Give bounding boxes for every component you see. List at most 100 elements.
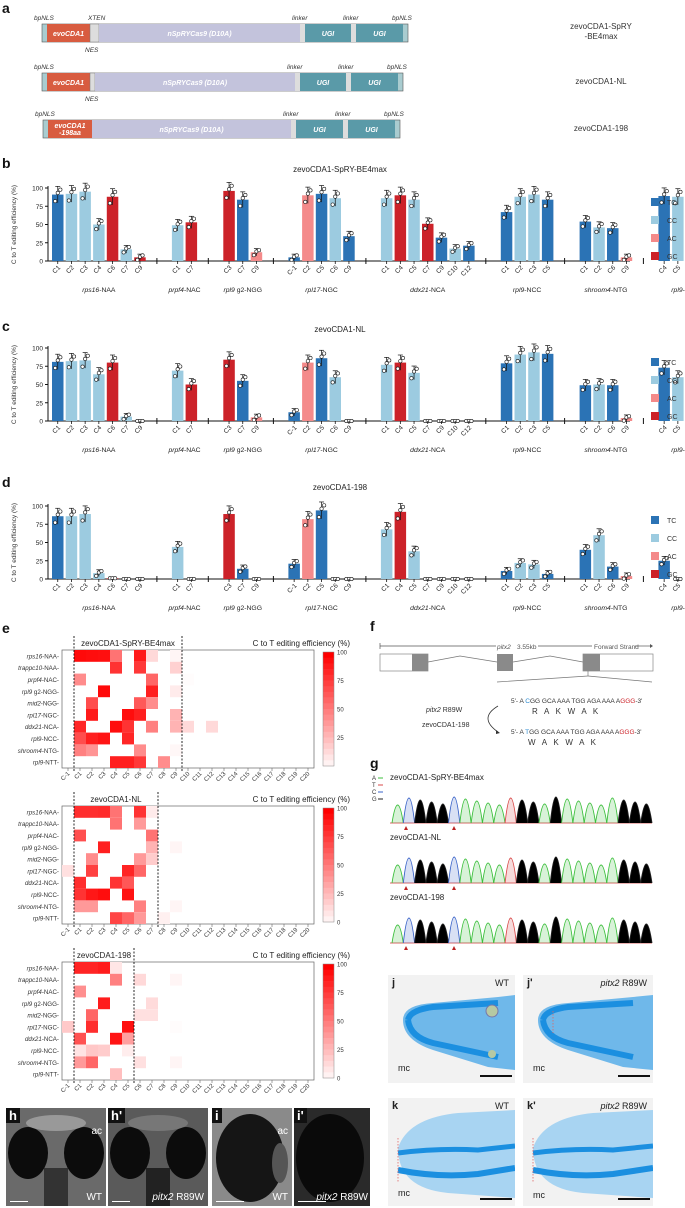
colorbar-step bbox=[323, 904, 334, 911]
row-label: rpl17-NGC- bbox=[27, 712, 59, 719]
heatmap-cell bbox=[146, 806, 158, 818]
x-tick-label: C9 bbox=[134, 424, 145, 435]
colorbar-step bbox=[323, 1026, 334, 1033]
replicate-point bbox=[303, 366, 308, 371]
trace-peak-g bbox=[549, 856, 563, 884]
replicate-point bbox=[289, 564, 294, 569]
ugi-label: UGI bbox=[317, 80, 331, 87]
replicate-point bbox=[80, 518, 85, 523]
bar-c1 bbox=[171, 225, 184, 261]
replicate-point bbox=[96, 221, 101, 226]
replicate-point bbox=[659, 371, 664, 376]
replicate-point bbox=[627, 414, 632, 419]
colorbar-step bbox=[323, 893, 334, 900]
replicate-point bbox=[316, 362, 321, 367]
heatmap-cell bbox=[158, 756, 170, 768]
group-label: rpl9-NCC bbox=[513, 605, 541, 612]
replicate-point bbox=[251, 417, 256, 422]
segment-annotation: NES bbox=[85, 96, 99, 103]
replicate-point bbox=[191, 216, 196, 221]
image-label-j: j bbox=[392, 977, 396, 989]
x-tick-label: C2 bbox=[301, 582, 312, 593]
trace-peak-a bbox=[583, 922, 596, 944]
segment-annotation: bpNLS bbox=[384, 111, 405, 118]
column-label: C4 bbox=[110, 771, 120, 781]
x-tick-label: C9 bbox=[343, 264, 354, 275]
trace-title: zevoCDA1-NL bbox=[390, 833, 442, 842]
bar-c5 bbox=[541, 353, 554, 421]
annotation-mc: mc bbox=[398, 1188, 410, 1198]
colorbar-tick-label: 25 bbox=[337, 1048, 344, 1054]
replicate-point bbox=[94, 377, 99, 382]
colorbar-step bbox=[323, 808, 334, 814]
replicate-point bbox=[597, 381, 602, 386]
bar-c3 bbox=[223, 514, 235, 579]
bar-c12 bbox=[463, 245, 475, 261]
replicate-point bbox=[450, 249, 455, 254]
replicate-point bbox=[308, 356, 313, 361]
colorbar-step bbox=[323, 1003, 334, 1010]
group-label: ddx21-NCA bbox=[410, 605, 446, 612]
replicate-point bbox=[303, 523, 308, 528]
group-label: rps16-NAA bbox=[82, 287, 116, 294]
replicate-point bbox=[178, 364, 183, 369]
image-k-mutant-lateral: k' pitx2 R89W mc bbox=[523, 1098, 653, 1206]
replicate-point bbox=[621, 257, 626, 262]
trace-peak-a bbox=[493, 864, 506, 884]
replicate-point bbox=[469, 241, 474, 246]
colorbar-tick-label: 0 bbox=[337, 921, 341, 927]
bar-c7 bbox=[185, 384, 198, 421]
y-tick-label: 50 bbox=[36, 222, 44, 229]
segment-annotation: XTEN bbox=[87, 15, 106, 22]
heatmap-cell bbox=[74, 1044, 86, 1057]
segment-annotation: linker bbox=[338, 64, 354, 71]
bar-c4 bbox=[658, 560, 670, 579]
x-tick-label: C9 bbox=[134, 582, 145, 593]
x-tick-label: C2 bbox=[301, 264, 312, 275]
mutant-label: pitx2 R89W bbox=[425, 707, 463, 714]
bar-c1 bbox=[380, 529, 393, 579]
colorbar-step bbox=[323, 703, 334, 710]
x-tick-label: C7 bbox=[185, 264, 196, 275]
heatmap-cell bbox=[158, 912, 170, 924]
heatmap-cell bbox=[146, 720, 158, 733]
row-label: trappc10-NAA- bbox=[18, 977, 59, 984]
heatmap-cell bbox=[62, 865, 74, 877]
replicate-point bbox=[135, 257, 140, 262]
heatmap-cell bbox=[146, 1009, 158, 1021]
trace-peak-t bbox=[504, 917, 517, 944]
replicate-point bbox=[257, 248, 262, 253]
replicate-point bbox=[384, 194, 389, 199]
column-label: C2 bbox=[86, 927, 96, 937]
annotation-ac: ac bbox=[277, 1126, 288, 1137]
image-label-k: k bbox=[392, 1100, 399, 1112]
replicate-point bbox=[94, 227, 99, 232]
wt-amino-acids: R A K W A K bbox=[532, 707, 599, 716]
colorbar-tick-label: 100 bbox=[337, 807, 348, 813]
replicate-point bbox=[113, 356, 118, 361]
colorbar-step bbox=[323, 830, 334, 837]
heatmap-cell bbox=[122, 709, 134, 721]
trace-peak-a bbox=[572, 920, 585, 944]
replicate-point bbox=[346, 233, 351, 238]
strand-label: Forward Strand bbox=[594, 644, 639, 651]
heatmap-cell bbox=[122, 732, 134, 745]
colorbar-step bbox=[323, 1043, 334, 1050]
colorbar-step bbox=[323, 680, 334, 687]
x-tick-label: C4 bbox=[92, 424, 103, 435]
colorbar-step bbox=[323, 1072, 334, 1079]
group-label: shroom4-NTG bbox=[584, 605, 627, 612]
condition-label: pitx2 R89W bbox=[600, 1101, 647, 1111]
replicate-point bbox=[140, 577, 145, 582]
colorbar-step bbox=[323, 813, 334, 820]
construct-3: evoCDA1-198aa nSpRYCas9 (D10A) UGI UGI bpNLS… bbox=[35, 111, 629, 139]
x-tick-label: C1 bbox=[579, 264, 590, 275]
replicate-point bbox=[80, 364, 85, 369]
colorbar-step bbox=[323, 865, 334, 871]
column-label: C15 bbox=[239, 1083, 251, 1094]
group-label: rps16-NAA bbox=[82, 605, 116, 612]
replicate-point bbox=[664, 189, 669, 194]
xten-segment bbox=[89, 72, 96, 92]
heatmap-cell bbox=[146, 997, 158, 1010]
bar-c3 bbox=[79, 191, 91, 261]
